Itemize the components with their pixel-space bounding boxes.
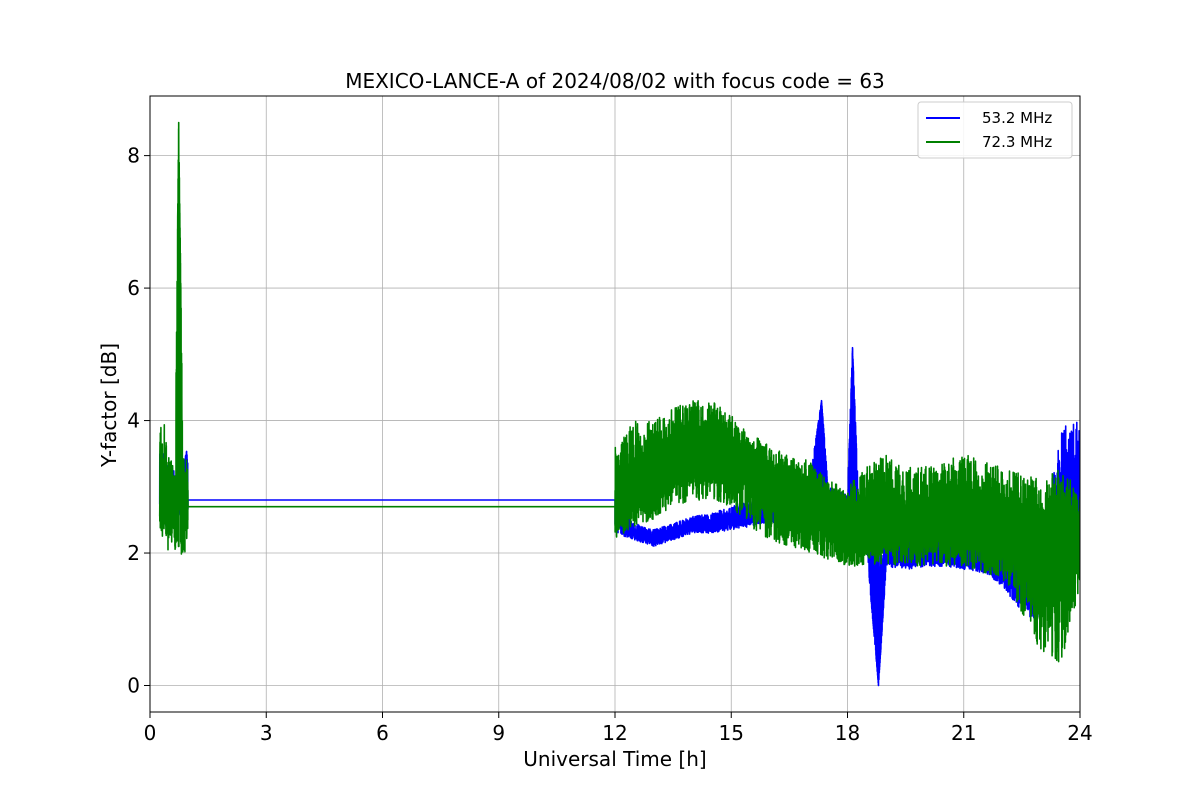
y-axis-ticks: 0 2 4 6 8 — [127, 144, 150, 698]
x-tick-label: 0 — [144, 721, 157, 745]
x-tick-label: 12 — [602, 721, 627, 745]
x-tick-label: 15 — [719, 721, 744, 745]
x-tick-label: 24 — [1067, 721, 1092, 745]
x-tick-label: 3 — [260, 721, 273, 745]
x-axis-ticks: 0 3 6 9 12 15 18 21 24 — [144, 712, 1093, 745]
chart-title: MEXICO-LANCE-A of 2024/08/02 with focus … — [345, 69, 885, 93]
y-tick-label: 8 — [127, 144, 140, 168]
y-axis-label: Y-factor [dB] — [97, 343, 121, 468]
legend-label: 72.3 MHz — [982, 133, 1052, 151]
x-tick-label: 6 — [376, 721, 389, 745]
y-tick-label: 6 — [127, 276, 140, 300]
x-tick-label: 21 — [951, 721, 976, 745]
legend: 53.2 MHz 72.3 MHz — [917, 101, 1073, 159]
y-tick-label: 4 — [127, 409, 140, 433]
x-tick-label: 18 — [835, 721, 860, 745]
y-tick-label: 0 — [127, 674, 140, 698]
legend-label: 53.2 MHz — [982, 109, 1052, 127]
series-line-72-3-mhz — [158, 121, 1080, 663]
legend-box — [917, 101, 1073, 159]
plot-series — [158, 121, 1080, 687]
y-tick-label: 2 — [127, 541, 140, 565]
x-axis-label: Universal Time [h] — [523, 747, 706, 771]
x-tick-label: 9 — [492, 721, 505, 745]
